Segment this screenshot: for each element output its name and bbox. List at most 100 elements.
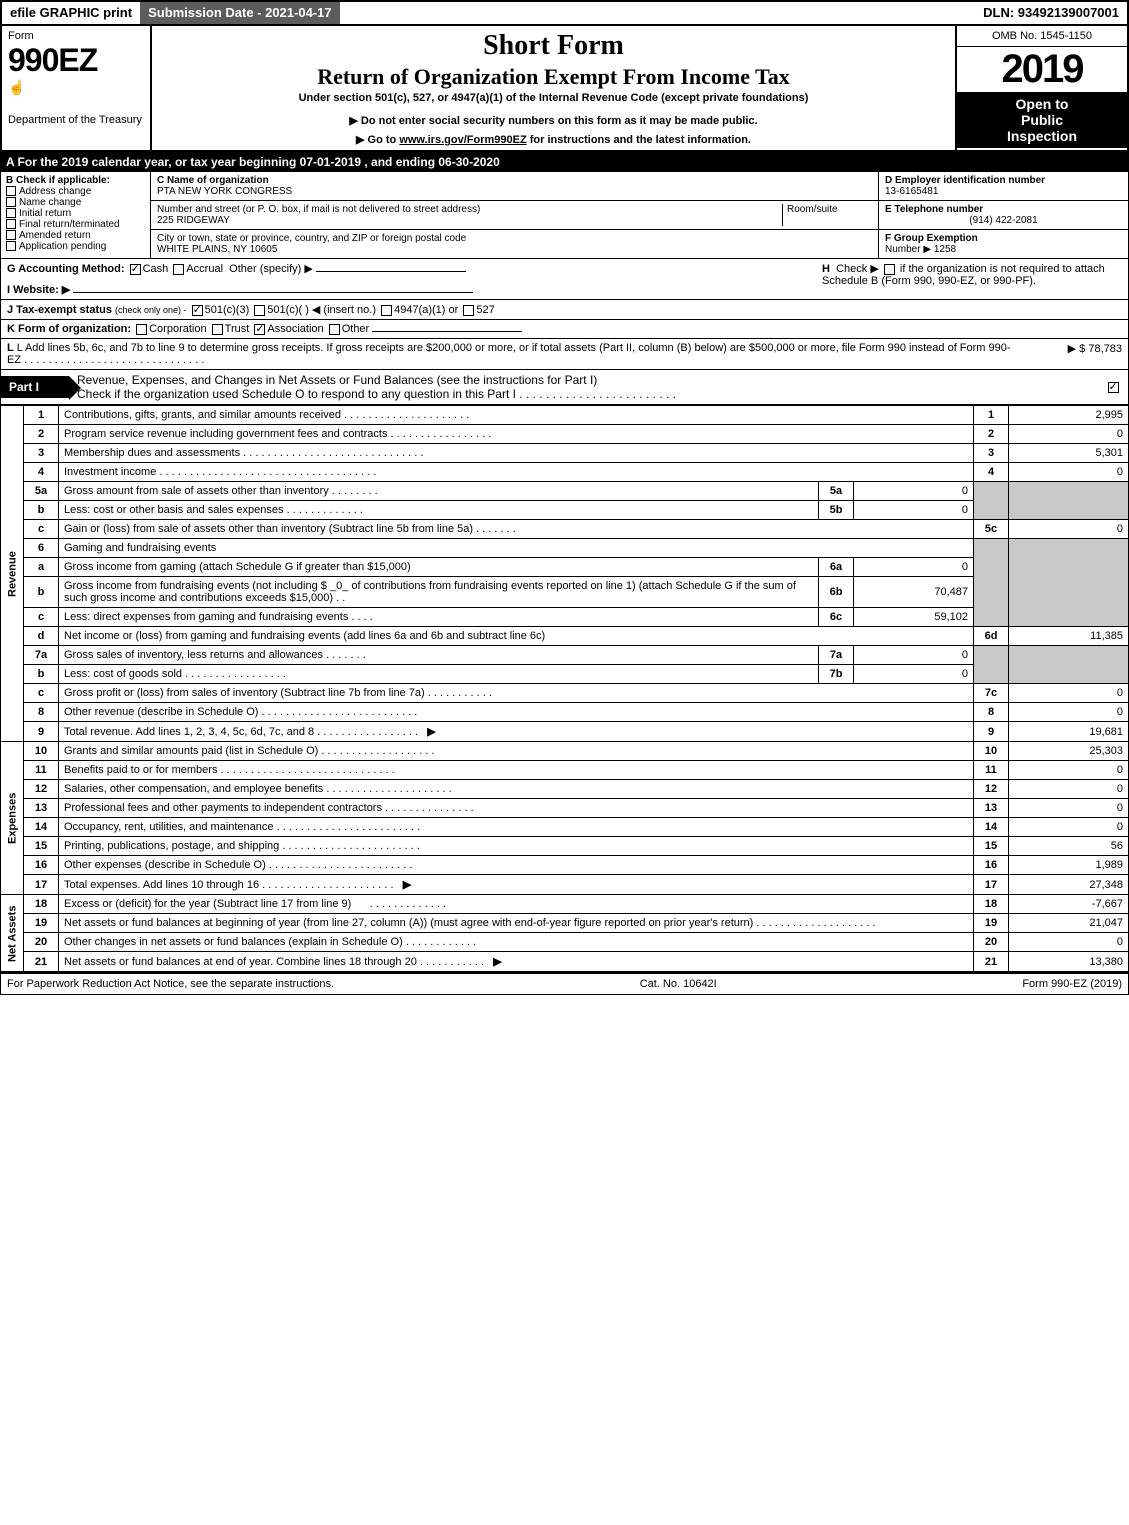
side-expenses: Expenses (1, 742, 24, 895)
f-label: F Group Exemption (885, 233, 978, 244)
dept-treasury: Department of the Treasury (8, 114, 144, 126)
line-k: K Form of organization: Corporation Trus… (0, 320, 1129, 339)
warn-ssn: ▶ Do not enter social security numbers o… (156, 114, 951, 127)
col-def: D Employer identification number 13-6165… (878, 172, 1128, 258)
efile-label[interactable]: efile GRAPHIC print (2, 2, 140, 24)
h-label: H (822, 263, 830, 275)
dln: DLN: 93492139007001 (975, 2, 1127, 24)
open-2: Public (961, 112, 1123, 128)
row-18: Net Assets 18Excess or (deficit) for the… (1, 895, 1129, 914)
g-label: G Accounting Method: (7, 263, 125, 275)
form-number: 990EZ (8, 42, 144, 79)
k-other[interactable] (329, 324, 340, 335)
i-label: I Website: ▶ (7, 284, 70, 296)
f-label2: Number ▶ (885, 244, 931, 255)
part1-title: Revenue, Expenses, and Changes in Net As… (77, 373, 597, 387)
row-16: 16Other expenses (describe in Schedule O… (1, 856, 1129, 875)
j-4947[interactable] (381, 305, 392, 316)
row-13: 13Professional fees and other payments t… (1, 799, 1129, 818)
h-check[interactable] (884, 264, 895, 275)
row-5c: cGain or (loss) from sale of assets othe… (1, 520, 1129, 539)
col-b: B Check if applicable: Address change Na… (1, 172, 151, 258)
k-corp[interactable] (136, 324, 147, 335)
row-6a: aGross income from gaming (attach Schedu… (1, 558, 1129, 577)
row-10: Expenses 10Grants and similar amounts pa… (1, 742, 1129, 761)
opt-initial[interactable]: Initial return (6, 208, 145, 219)
row-6c: cLess: direct expenses from gaming and f… (1, 608, 1129, 627)
row-3: 3Membership dues and assessments . . . .… (1, 444, 1129, 463)
header-left: Form 990EZ ☝ Department of the Treasury (2, 26, 152, 150)
line-j: J Tax-exempt status (check only one) - 5… (0, 300, 1129, 320)
open-3: Inspection (961, 128, 1123, 144)
row-20: 20Other changes in net assets or fund ba… (1, 933, 1129, 952)
footer-left: For Paperwork Reduction Act Notice, see … (7, 978, 334, 990)
l-amount: ▶ $ 78,783 (1012, 342, 1122, 366)
opt-addr[interactable]: Address change (6, 186, 145, 197)
footer: For Paperwork Reduction Act Notice, see … (0, 972, 1129, 995)
irs-link[interactable]: www.irs.gov/Form990EZ (399, 134, 526, 146)
part1-check-text: Check if the organization used Schedule … (77, 387, 516, 401)
ein: 13-6165481 (885, 186, 1122, 197)
side-netassets: Net Assets (1, 895, 24, 972)
submission-date: Submission Date - 2021-04-17 (140, 2, 340, 24)
room-label: Room/suite (787, 204, 872, 215)
opt-pending[interactable]: Application pending (6, 241, 145, 252)
j-501c3[interactable] (192, 305, 203, 316)
row-7c: cGross profit or (loss) from sales of in… (1, 684, 1129, 703)
header-center: Short Form Return of Organization Exempt… (152, 26, 957, 150)
row-7b: bLess: cost of goods sold . . . . . . . … (1, 665, 1129, 684)
spacer (340, 2, 976, 24)
opt-name[interactable]: Name change (6, 197, 145, 208)
row-21: 21Net assets or fund balances at end of … (1, 952, 1129, 972)
row-14: 14Occupancy, rent, utilities, and mainte… (1, 818, 1129, 837)
row-19: 19Net assets or fund balances at beginni… (1, 914, 1129, 933)
subtitle: Under section 501(c), 527, or 4947(a)(1)… (156, 92, 951, 104)
row-8: 8Other revenue (describe in Schedule O) … (1, 703, 1129, 722)
part1-table: Revenue 1 Contributions, gifts, grants, … (0, 405, 1129, 972)
form-word: Form (8, 30, 144, 42)
opt-final[interactable]: Final return/terminated (6, 219, 145, 230)
org-name: PTA NEW YORK CONGRESS (157, 186, 872, 197)
group-num: 1258 (934, 244, 956, 255)
row-9: 9Total revenue. Add lines 1, 2, 3, 4, 5c… (1, 722, 1129, 742)
row-12: 12Salaries, other compensation, and empl… (1, 780, 1129, 799)
row-17: 17Total expenses. Add lines 10 through 1… (1, 875, 1129, 895)
g-cash-check[interactable] (130, 264, 141, 275)
col-c: C Name of organization PTA NEW YORK CONG… (151, 172, 878, 258)
tax-year: 2019 (957, 47, 1127, 92)
part1-header: Part I Revenue, Expenses, and Changes in… (0, 370, 1129, 405)
row-2: 2Program service revenue including gover… (1, 425, 1129, 444)
city: WHITE PLAINS, NY 10605 (157, 244, 466, 255)
street: 225 RIDGEWAY (157, 215, 782, 226)
short-form-title: Short Form (156, 30, 951, 62)
row-11: 11Benefits paid to or for members . . . … (1, 761, 1129, 780)
top-bar: efile GRAPHIC print Submission Date - 20… (0, 0, 1129, 26)
line-l: L L Add lines 5b, 6c, and 7b to line 9 t… (0, 339, 1129, 370)
row-15: 15Printing, publications, postage, and s… (1, 837, 1129, 856)
open-public: Open to Public Inspection (957, 92, 1127, 148)
row-1: Revenue 1 Contributions, gifts, grants, … (1, 406, 1129, 425)
header-right: OMB No. 1545-1150 2019 Open to Public In… (957, 26, 1127, 150)
j-527[interactable] (463, 305, 474, 316)
g-accrual-check[interactable] (173, 264, 184, 275)
warn-link: ▶ Go to www.irs.gov/Form990EZ for instru… (156, 133, 951, 146)
j-501c[interactable] (254, 305, 265, 316)
row-5a: 5aGross amount from sale of assets other… (1, 482, 1129, 501)
section-bcdef: B Check if applicable: Address change Na… (0, 172, 1129, 259)
d-label: D Employer identification number (885, 175, 1122, 186)
phone: (914) 422-2081 (885, 215, 1122, 226)
city-label: City or town, state or province, country… (157, 233, 466, 244)
omb-number: OMB No. 1545-1150 (957, 26, 1127, 47)
opt-amended[interactable]: Amended return (6, 230, 145, 241)
row-5b: bLess: cost or other basis and sales exp… (1, 501, 1129, 520)
row-6d: dNet income or (loss) from gaming and fu… (1, 627, 1129, 646)
part1-check[interactable] (1108, 382, 1119, 393)
k-assoc[interactable] (254, 324, 265, 335)
line-gh: G Accounting Method: Cash Accrual Other … (0, 259, 1129, 300)
form-header: Form 990EZ ☝ Department of the Treasury … (0, 26, 1129, 152)
line-a: A For the 2019 calendar year, or tax yea… (0, 152, 1129, 172)
open-1: Open to (961, 96, 1123, 112)
part1-label: Part I (1, 376, 69, 398)
k-trust[interactable] (212, 324, 223, 335)
row-6b: bGross income from fundraising events (n… (1, 577, 1129, 608)
